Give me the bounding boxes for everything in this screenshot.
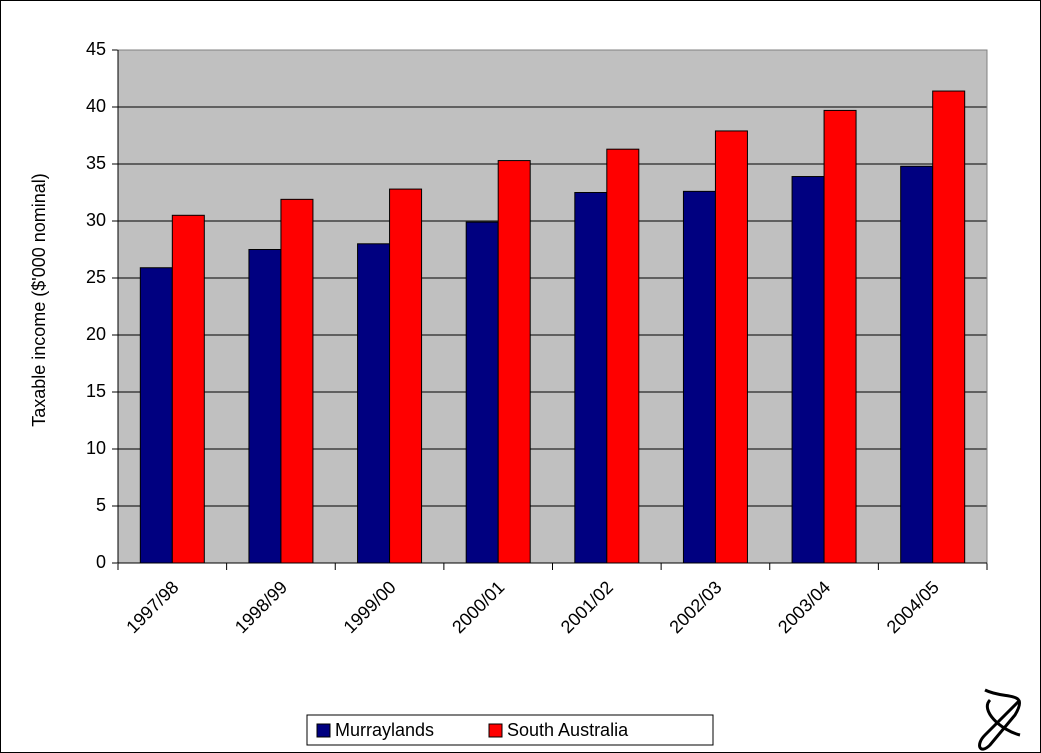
bar [823,109,857,564]
y-tick-label: 40 [86,96,106,116]
bar [389,188,423,564]
y-tick-label: 15 [86,381,106,401]
legend-label: Murraylands [335,720,434,740]
bar [714,130,748,564]
bar [465,221,499,564]
bar [574,192,608,564]
bar [280,198,314,564]
plot-area [118,50,987,563]
y-tick-label: 45 [86,39,106,59]
y-tick-label: 5 [96,495,106,515]
y-tick-label: 0 [96,552,106,572]
legend-box [306,714,714,746]
bar [682,190,716,564]
legend: Murraylands South Australia [306,714,714,746]
logo [978,688,1022,751]
bar [932,90,966,564]
bar [139,267,173,564]
y-tick-label: 25 [86,267,106,287]
bar [791,176,825,564]
legend-swatch [488,723,503,738]
legend-label: South Australia [507,720,629,740]
y-tick-label: 30 [86,210,106,230]
bar [248,249,282,564]
y-axis-label: Taxable income ($'000 nominal) [29,173,49,427]
bar [497,160,531,564]
bar [606,148,640,564]
bar [357,243,391,564]
bar [900,165,934,564]
y-tick-label: 10 [86,438,106,458]
y-tick-label: 35 [86,153,106,173]
y-tick-label: 20 [86,324,106,344]
bar [171,214,205,564]
legend-swatch [316,723,331,738]
